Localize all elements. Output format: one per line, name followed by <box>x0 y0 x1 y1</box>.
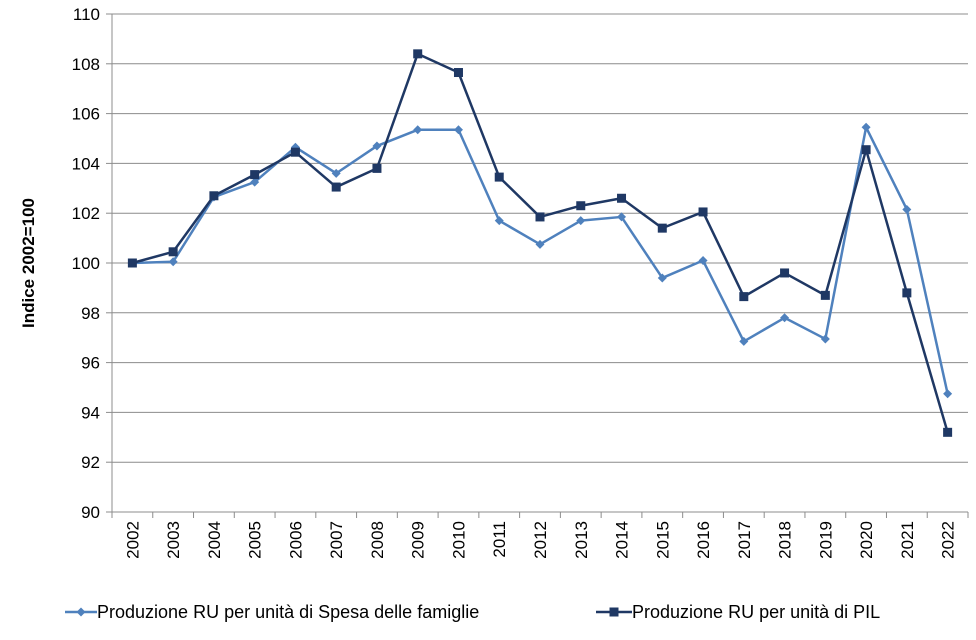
y-tick-label: 102 <box>72 204 100 223</box>
series-1-point <box>535 239 545 249</box>
series-2-point <box>657 223 667 233</box>
series-2-point <box>494 172 504 182</box>
series-2-point <box>127 258 137 268</box>
series-1-point <box>168 257 178 267</box>
legend-label: Produzione RU per unità di PIL <box>632 602 880 622</box>
series-2-point <box>780 268 790 278</box>
series-2-point <box>902 288 912 298</box>
y-tick-label: 108 <box>72 55 100 74</box>
legend-swatch-marker <box>76 607 86 617</box>
tick-labels: 90 92 94 96 98 100 102 104 106 108 110 2002 2003 2004… <box>72 5 958 559</box>
series-layer <box>127 49 953 437</box>
legend-item-2: Produzione RU per unità di PIL <box>596 602 880 622</box>
x-tick-label: 2007 <box>327 521 346 559</box>
series-1-point <box>413 125 423 135</box>
series-2-point <box>943 427 953 437</box>
x-tick-label: 2004 <box>205 521 224 559</box>
y-tick-label: 98 <box>81 304 100 323</box>
series-2-point <box>576 201 586 211</box>
legend-label: Produzione RU per unità di Spesa delle f… <box>97 602 479 622</box>
series-1-point <box>902 204 912 214</box>
series-2-point <box>617 193 627 203</box>
series-2-point <box>698 207 708 217</box>
x-tick-label: 2019 <box>816 521 835 559</box>
series-1-point <box>453 125 463 135</box>
x-tick-label: 2016 <box>694 521 713 559</box>
y-tick-label: 100 <box>72 254 100 273</box>
series-1-point <box>250 177 260 187</box>
x-tick-label: 2011 <box>490 521 509 558</box>
y-tick-label: 106 <box>72 105 100 124</box>
x-tick-label: 2002 <box>123 521 142 559</box>
series-1-point <box>372 141 382 151</box>
series-1-point <box>331 168 341 178</box>
series-1-point <box>943 389 953 399</box>
y-axis-title: Indice 2002=100 <box>19 198 38 328</box>
series-2-point <box>820 290 830 300</box>
series-1-point <box>657 273 667 283</box>
x-tick-label: 2008 <box>368 521 387 559</box>
series-2 <box>127 49 953 437</box>
x-tick-label: 2022 <box>939 521 958 559</box>
series-2-point <box>168 247 178 257</box>
series-1-point <box>617 212 627 222</box>
series-2-point <box>331 182 341 192</box>
y-tick-label: 90 <box>81 503 100 522</box>
y-tick-label: 96 <box>81 354 100 373</box>
series-2-point <box>413 49 423 59</box>
x-tick-label: 2013 <box>572 521 591 559</box>
y-tick-label: 92 <box>81 453 100 472</box>
series-1-point <box>576 216 586 226</box>
x-tick-label: 2018 <box>776 521 795 559</box>
series-2-point <box>535 212 545 222</box>
legend: Produzione RU per unità di Spesa delle f… <box>65 602 880 622</box>
series-1-point <box>739 336 749 346</box>
legend-item-1: Produzione RU per unità di Spesa delle f… <box>65 602 479 622</box>
x-tick-label: 2021 <box>898 521 917 559</box>
x-tick-label: 2010 <box>449 521 468 559</box>
series-2-point <box>290 147 300 157</box>
legend-swatch-marker <box>609 607 619 617</box>
x-tick-label: 2005 <box>246 521 265 559</box>
x-tick-label: 2009 <box>409 521 428 559</box>
series-2-point <box>739 292 749 302</box>
x-tick-label: 2017 <box>735 521 754 559</box>
series-1-point <box>861 122 871 132</box>
series-2-point <box>250 170 260 180</box>
x-tick-label: 2003 <box>164 521 183 559</box>
series-1-point <box>820 334 830 344</box>
series-1-point <box>494 216 504 226</box>
series-1-point <box>780 313 790 323</box>
x-tick-label: 2012 <box>531 521 550 559</box>
x-tick-label: 2015 <box>653 521 672 559</box>
series-2-point <box>372 163 382 173</box>
series-1-point <box>698 256 708 266</box>
series-2-point <box>453 68 463 78</box>
y-tick-label: 110 <box>73 5 100 24</box>
x-tick-label: 2006 <box>286 521 305 559</box>
series-2-point <box>861 145 871 155</box>
y-tick-label: 104 <box>72 154 100 173</box>
x-tick-label: 2020 <box>857 521 876 559</box>
y-tick-label: 94 <box>81 403 100 422</box>
series-2-point <box>209 191 219 201</box>
x-tick-label: 2014 <box>613 521 632 559</box>
axes <box>106 13 969 518</box>
